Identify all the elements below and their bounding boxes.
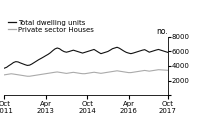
Legend: Total dwelling units, Private sector Houses: Total dwelling units, Private sector Hou… — [8, 20, 94, 33]
Text: no.: no. — [156, 27, 168, 36]
